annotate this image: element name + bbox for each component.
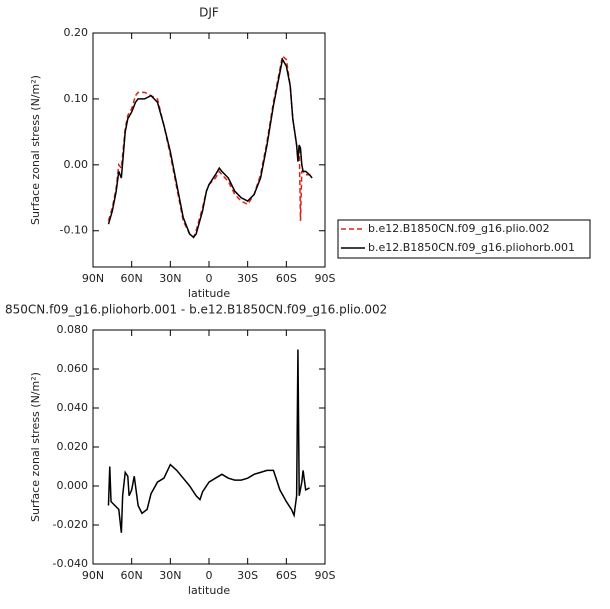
x-tick-label: 90N — [82, 272, 104, 285]
y-tick-label: 0.10 — [64, 92, 89, 105]
y-tick-label: -0.020 — [53, 518, 88, 531]
legend-box — [337, 219, 591, 259]
x-tick-label: 0 — [206, 569, 213, 582]
y-axis-label: Surface zonal stress (N/m²) — [29, 75, 42, 225]
y-axis-label: Surface zonal stress (N/m²) — [29, 372, 42, 522]
x-tick-label: 30N — [159, 272, 181, 285]
y-tick-label: 0.060 — [57, 362, 89, 375]
x-tick-label: 30S — [237, 272, 258, 285]
y-tick-label: -0.10 — [60, 224, 88, 237]
y-tick-label: 0.00 — [64, 158, 89, 171]
legend-label: b.e12.B1850CN.f09_g16.plio.002 — [368, 222, 550, 235]
x-tick-label: 60N — [121, 272, 143, 285]
x-axis-label: latitude — [188, 287, 230, 300]
data-line — [107, 54, 313, 239]
plot-frame — [92, 32, 326, 268]
y-tick-label: -0.040 — [53, 557, 88, 570]
x-tick-label: 60S — [276, 272, 297, 285]
y-tick-label: 0.040 — [57, 401, 89, 414]
y-tick-label: 0.080 — [57, 323, 89, 336]
x-tick-label: 90N — [82, 569, 104, 582]
y-tick-label: 0.20 — [64, 26, 89, 39]
x-tick-label: 90S — [315, 272, 336, 285]
y-tick-label: 0.020 — [57, 440, 89, 453]
x-tick-label: 30N — [159, 569, 181, 582]
x-axis-label: latitude — [188, 584, 230, 597]
chart-title: 850CN.f09_g16.pliohorb.001 - b.e12.B1850… — [5, 303, 387, 317]
chart-title: DJF — [199, 6, 219, 20]
x-tick-label: 30S — [237, 569, 258, 582]
data-line — [107, 57, 313, 239]
y-tick-label: 0.000 — [57, 479, 89, 492]
x-tick-label: 60S — [276, 569, 297, 582]
x-tick-label: 0 — [206, 272, 213, 285]
plot-frame — [92, 329, 326, 565]
x-tick-label: 60N — [121, 569, 143, 582]
data-line — [107, 349, 310, 533]
legend-label: b.e12.B1850CN.f09_g16.pliohorb.001 — [368, 241, 575, 254]
x-tick-label: 90S — [315, 569, 336, 582]
